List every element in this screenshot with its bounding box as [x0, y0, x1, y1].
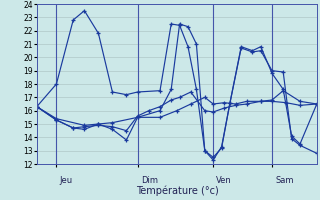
Text: Ven: Ven	[216, 176, 232, 185]
Text: Jeu: Jeu	[60, 176, 73, 185]
Text: Sam: Sam	[275, 176, 294, 185]
Text: Température (°c): Température (°c)	[136, 186, 219, 196]
Text: Dim: Dim	[141, 176, 158, 185]
